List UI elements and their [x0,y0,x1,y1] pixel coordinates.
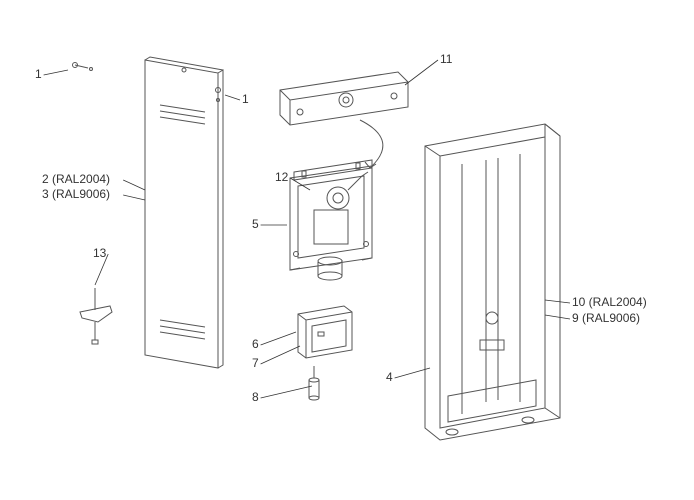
callout-c9: 9 (RAL9006) [572,311,640,325]
part-screw-left [73,63,93,71]
callout-c1a: 1 [35,67,42,81]
part-cabinet [425,124,560,440]
callout-c6: 6 [252,337,259,351]
callout-c12: 12 [275,170,288,184]
callout-c10: 10 (RAL2004) [572,295,647,309]
callout-c1b: 1 [242,92,249,106]
callout-leaders [44,60,570,398]
callout-c5: 5 [252,217,259,231]
part-mechanism [290,160,372,280]
part-top-bracket [280,72,408,125]
part-capacitor [309,366,319,400]
callout-c3: 3 (RAL9006) [42,187,110,201]
callout-c2: 2 (RAL2004) [42,172,110,186]
callout-c13: 13 [93,246,106,260]
callout-c4: 4 [386,370,393,384]
part-key [80,288,112,344]
leader-bracket [360,120,383,168]
callout-c11: 11 [440,52,452,66]
callout-c7: 7 [252,356,259,370]
part-front-panel [145,57,223,368]
part-control-box [298,306,352,358]
callout-c8: 8 [252,390,259,404]
